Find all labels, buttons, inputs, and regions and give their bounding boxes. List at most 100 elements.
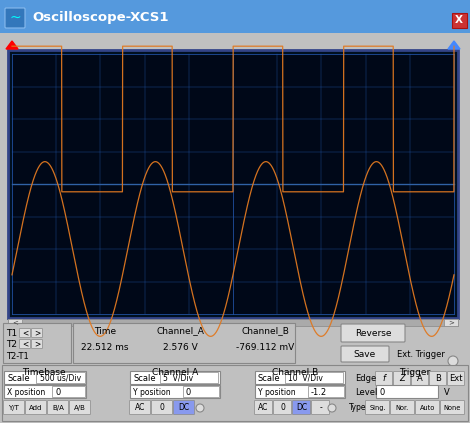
Text: 500 us/Div: 500 us/Div <box>40 374 81 382</box>
FancyBboxPatch shape <box>376 371 392 385</box>
Text: >: > <box>34 340 40 349</box>
Text: AC: AC <box>258 403 269 412</box>
FancyBboxPatch shape <box>3 323 71 363</box>
Text: AC: AC <box>135 403 145 412</box>
Bar <box>8 319 22 326</box>
FancyBboxPatch shape <box>19 340 31 349</box>
FancyBboxPatch shape <box>292 401 311 415</box>
FancyBboxPatch shape <box>391 401 415 415</box>
Text: Auto: Auto <box>420 404 435 410</box>
FancyBboxPatch shape <box>447 371 464 385</box>
Text: Nor.: Nor. <box>396 404 409 410</box>
FancyBboxPatch shape <box>0 0 470 33</box>
FancyBboxPatch shape <box>160 372 218 383</box>
Circle shape <box>448 356 458 366</box>
Text: Edge: Edge <box>355 374 376 382</box>
FancyBboxPatch shape <box>440 401 464 415</box>
FancyBboxPatch shape <box>70 401 91 415</box>
Text: Oscilloscope-XCS1: Oscilloscope-XCS1 <box>32 11 169 24</box>
FancyBboxPatch shape <box>308 386 344 397</box>
Bar <box>444 319 458 326</box>
Text: A: A <box>417 374 423 383</box>
FancyBboxPatch shape <box>415 401 439 415</box>
FancyBboxPatch shape <box>52 386 85 397</box>
Text: Ext. Trigger: Ext. Trigger <box>397 349 445 359</box>
FancyBboxPatch shape <box>3 401 24 415</box>
FancyBboxPatch shape <box>4 385 86 398</box>
FancyBboxPatch shape <box>73 323 295 363</box>
Text: V: V <box>444 387 450 396</box>
FancyBboxPatch shape <box>412 371 429 385</box>
Text: Trigger: Trigger <box>400 368 431 377</box>
Text: -1.2: -1.2 <box>311 387 327 396</box>
Text: Add: Add <box>29 404 43 410</box>
Text: Y position: Y position <box>258 387 296 396</box>
Bar <box>2 365 468 421</box>
Text: ~: ~ <box>9 11 21 25</box>
Text: Timebase: Timebase <box>22 368 66 377</box>
Text: Y/T: Y/T <box>8 404 19 410</box>
FancyBboxPatch shape <box>255 385 345 398</box>
Text: 0: 0 <box>159 403 164 412</box>
Polygon shape <box>448 41 460 49</box>
FancyBboxPatch shape <box>8 50 458 318</box>
Text: B/A: B/A <box>52 404 64 410</box>
FancyBboxPatch shape <box>5 8 25 28</box>
Text: 0: 0 <box>186 387 191 396</box>
Text: Reverse: Reverse <box>355 329 391 338</box>
Text: -: - <box>319 403 322 412</box>
FancyBboxPatch shape <box>130 371 220 384</box>
FancyBboxPatch shape <box>151 401 172 415</box>
FancyBboxPatch shape <box>47 401 69 415</box>
FancyBboxPatch shape <box>341 346 389 362</box>
Text: Channel_A: Channel_A <box>156 327 204 335</box>
FancyBboxPatch shape <box>254 401 273 415</box>
FancyBboxPatch shape <box>285 372 343 383</box>
Text: X: X <box>455 15 463 25</box>
Text: Ext: Ext <box>449 374 463 383</box>
Text: 10  V/Div: 10 V/Div <box>288 374 323 382</box>
FancyBboxPatch shape <box>341 324 405 342</box>
FancyBboxPatch shape <box>4 371 86 384</box>
FancyBboxPatch shape <box>130 401 150 415</box>
Text: T1: T1 <box>6 329 17 338</box>
Text: Channel A: Channel A <box>152 368 198 377</box>
Text: X position: X position <box>7 387 45 396</box>
Text: <: < <box>12 319 18 326</box>
Text: 22.512 ms: 22.512 ms <box>81 343 129 352</box>
Text: 2.576 V: 2.576 V <box>163 343 197 352</box>
Text: DC: DC <box>296 403 307 412</box>
Text: DC: DC <box>179 403 189 412</box>
Text: T2-T1: T2-T1 <box>6 352 29 360</box>
FancyBboxPatch shape <box>393 371 410 385</box>
Text: 0: 0 <box>280 403 285 412</box>
Text: 5  V/Div: 5 V/Div <box>163 374 193 382</box>
Text: -769.112 mV: -769.112 mV <box>236 343 294 352</box>
Text: 0: 0 <box>55 387 60 396</box>
Circle shape <box>328 404 336 412</box>
FancyBboxPatch shape <box>255 371 345 384</box>
Bar <box>12 54 454 314</box>
FancyBboxPatch shape <box>31 329 42 338</box>
FancyBboxPatch shape <box>452 13 467 27</box>
Bar <box>8 319 458 326</box>
FancyBboxPatch shape <box>173 401 195 415</box>
Text: f: f <box>383 374 385 383</box>
Text: A/B: A/B <box>74 404 86 410</box>
Text: Time: Time <box>94 327 116 335</box>
FancyBboxPatch shape <box>130 385 220 398</box>
Text: Scale: Scale <box>133 374 156 382</box>
Text: Type: Type <box>349 403 367 412</box>
FancyBboxPatch shape <box>366 401 390 415</box>
FancyBboxPatch shape <box>376 385 438 398</box>
FancyBboxPatch shape <box>312 401 329 415</box>
Text: 0: 0 <box>379 387 384 396</box>
Text: Level: Level <box>355 387 377 396</box>
Polygon shape <box>6 41 18 49</box>
Text: Save: Save <box>354 349 376 359</box>
Text: Z: Z <box>399 374 405 383</box>
FancyBboxPatch shape <box>25 401 47 415</box>
FancyBboxPatch shape <box>31 340 42 349</box>
Text: Y position: Y position <box>133 387 171 396</box>
Text: T2: T2 <box>6 340 17 349</box>
